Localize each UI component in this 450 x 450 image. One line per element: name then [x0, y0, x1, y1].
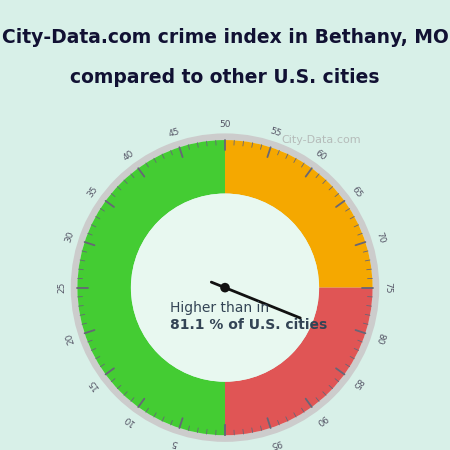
Text: Higher than in: Higher than in — [170, 301, 269, 315]
Text: 30: 30 — [64, 230, 76, 244]
Text: City-Data.com: City-Data.com — [281, 135, 361, 145]
Wedge shape — [225, 140, 373, 288]
Text: 35: 35 — [86, 184, 100, 199]
Text: 100: 100 — [216, 446, 234, 450]
Text: 20: 20 — [64, 331, 76, 345]
Text: 0: 0 — [222, 446, 228, 450]
Text: City-Data.com crime index in Bethany, MO: City-Data.com crime index in Bethany, MO — [1, 28, 449, 47]
Circle shape — [131, 194, 319, 382]
Circle shape — [220, 283, 230, 292]
Text: 40: 40 — [122, 148, 136, 162]
Wedge shape — [71, 133, 379, 442]
Text: 5: 5 — [171, 437, 179, 448]
Text: 95: 95 — [269, 436, 282, 449]
Text: 15: 15 — [86, 376, 100, 391]
Text: 80: 80 — [374, 331, 386, 345]
Text: 45: 45 — [168, 126, 181, 139]
Text: 65: 65 — [350, 184, 364, 199]
Text: 10: 10 — [122, 413, 136, 427]
Text: 85: 85 — [350, 376, 364, 391]
Text: 60: 60 — [314, 148, 328, 163]
Text: 55: 55 — [269, 126, 282, 139]
Wedge shape — [77, 140, 225, 435]
Text: 75: 75 — [383, 282, 392, 293]
Text: 25: 25 — [58, 282, 67, 293]
Text: 70: 70 — [374, 230, 386, 244]
Text: 81.1 % of U.S. cities: 81.1 % of U.S. cities — [170, 318, 327, 332]
Text: 50: 50 — [219, 120, 231, 129]
Wedge shape — [225, 288, 373, 435]
Text: 90: 90 — [314, 413, 328, 427]
Text: compared to other U.S. cities: compared to other U.S. cities — [70, 68, 380, 87]
